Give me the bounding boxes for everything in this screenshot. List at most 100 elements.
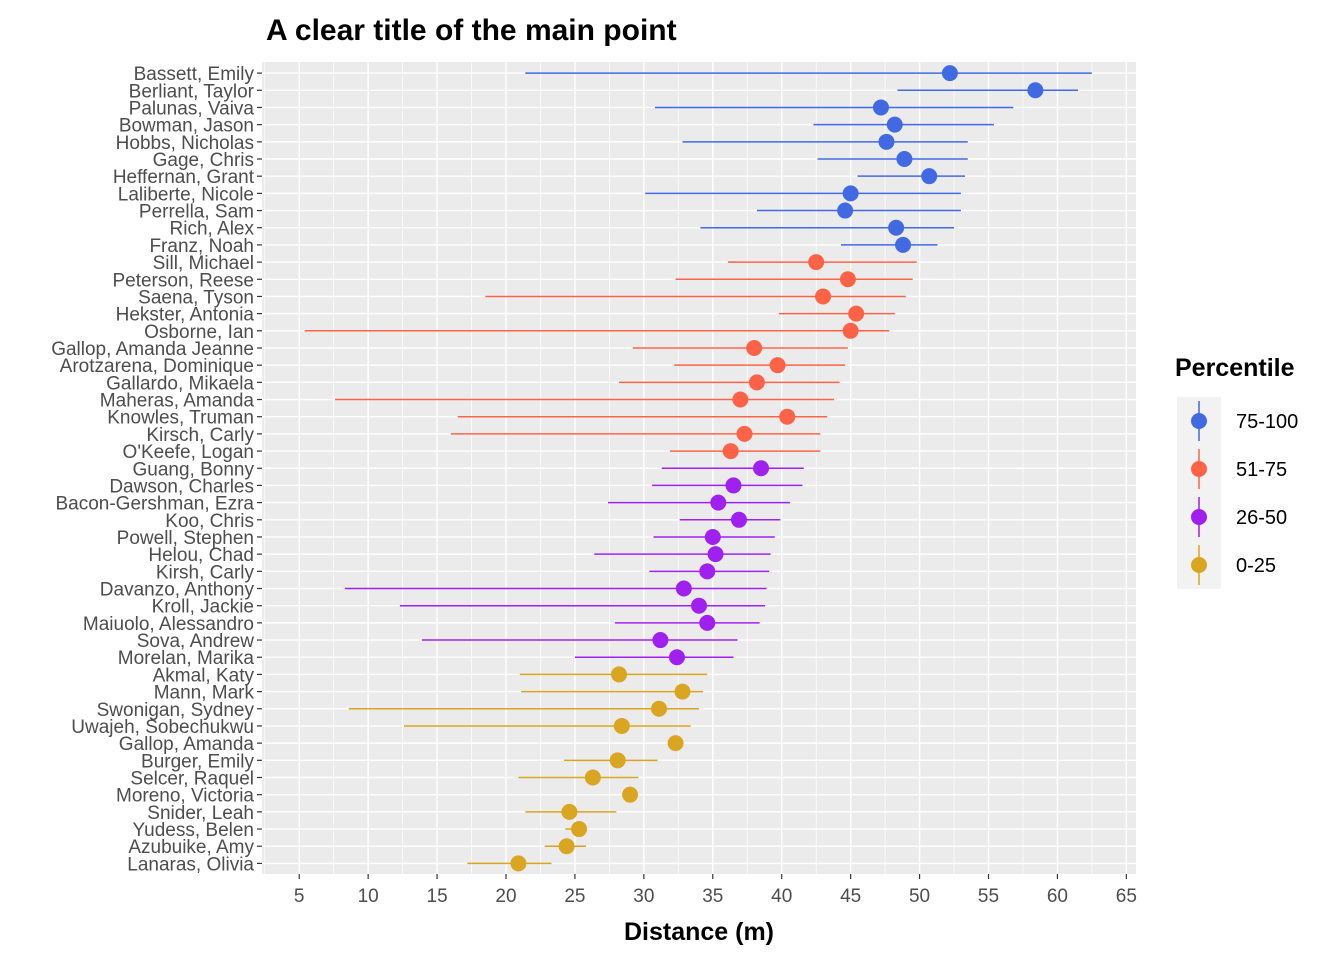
data-point bbox=[707, 546, 724, 563]
data-point bbox=[691, 597, 707, 614]
y-tick-label: Bassett, Emily bbox=[134, 64, 255, 85]
y-tick-label: Bacon-Gershman, Ezra bbox=[55, 494, 254, 515]
data-point bbox=[839, 271, 856, 288]
y-tick-label: Helou, Chad bbox=[148, 545, 254, 566]
data-point bbox=[769, 357, 786, 374]
x-tick-label: 45 bbox=[840, 886, 861, 907]
data-point bbox=[622, 786, 639, 803]
y-tick-label: Moreno, Victoria bbox=[116, 786, 254, 807]
legend: Percentile 75-100 51-75 26-50 0-25 bbox=[1175, 354, 1298, 589]
y-tick-label: Gage, Chris bbox=[153, 150, 254, 171]
data-point bbox=[730, 511, 747, 528]
data-point bbox=[704, 528, 721, 545]
y-tick-label: Hekster, Antonia bbox=[116, 305, 255, 326]
x-tick-label: 5 bbox=[294, 886, 305, 907]
data-point bbox=[837, 202, 854, 219]
data-point bbox=[888, 219, 905, 236]
data-point bbox=[561, 803, 578, 820]
data-point bbox=[722, 443, 739, 460]
y-tick-label: Berliant, Taylor bbox=[129, 81, 255, 102]
y-tick-label: Snider, Leah bbox=[147, 803, 254, 824]
y-tick-label: Burger, Emily bbox=[141, 751, 254, 772]
y-tick-label: Koo, Chris bbox=[165, 511, 254, 532]
data-point bbox=[896, 151, 913, 168]
data-point bbox=[675, 580, 692, 597]
y-tick-label: Perrella, Sam bbox=[139, 202, 254, 223]
data-point bbox=[652, 632, 669, 649]
y-tick-label: Palunas, Vaiva bbox=[129, 98, 255, 119]
legend-key-point bbox=[1191, 509, 1207, 525]
y-tick-label: Osborne, Ian bbox=[144, 322, 254, 343]
data-point bbox=[753, 460, 770, 477]
y-tick-label: Swonigan, Sydney bbox=[97, 700, 255, 721]
data-point bbox=[748, 374, 765, 391]
data-point bbox=[609, 752, 626, 769]
y-tick-label: Heffernan, Grant bbox=[113, 167, 255, 188]
y-tick-label: Powell, Stephen bbox=[117, 528, 254, 549]
legend-title: Percentile bbox=[1175, 354, 1295, 382]
y-tick-label: Kroll, Jackie bbox=[152, 597, 254, 618]
y-tick-label: Sova, Andrew bbox=[137, 631, 255, 652]
y-tick-label: Maiuolo, Alessandro bbox=[83, 614, 254, 635]
x-tick-label: 30 bbox=[633, 886, 654, 907]
y-tick-label: Laliberte, Nicole bbox=[118, 184, 254, 205]
y-tick-label: Akmal, Katy bbox=[153, 665, 255, 686]
data-point bbox=[674, 683, 691, 700]
y-tick-label: Mann, Mark bbox=[154, 683, 255, 704]
data-point bbox=[699, 614, 716, 631]
data-point bbox=[584, 769, 601, 786]
y-tick-label: Kirsch, Carly bbox=[146, 425, 254, 446]
y-tick-label: O'Keefe, Logan bbox=[123, 442, 254, 463]
data-point bbox=[842, 185, 859, 202]
data-point bbox=[651, 700, 668, 717]
legend-label: 51-75 bbox=[1236, 459, 1287, 481]
y-tick-label: Dawson, Charles bbox=[109, 476, 254, 497]
y-tick-label: Yudess, Belen bbox=[133, 820, 254, 841]
y-tick-label: Selcer, Raquel bbox=[130, 768, 254, 789]
legend-key-point bbox=[1191, 461, 1207, 477]
x-tick-label: 50 bbox=[909, 886, 930, 907]
y-tick-label: Bowman, Jason bbox=[119, 116, 254, 137]
y-tick-label: Gallop, Amanda Jeanne bbox=[51, 339, 254, 360]
x-tick-label: 65 bbox=[1116, 886, 1137, 907]
y-tick-label: Morelan, Marika bbox=[118, 648, 255, 669]
y-tick-label: Gallop, Amanda bbox=[119, 734, 255, 755]
data-point bbox=[746, 339, 763, 356]
data-point bbox=[872, 99, 889, 116]
data-point bbox=[921, 168, 938, 185]
y-tick-label: Lanaras, Olivia bbox=[127, 854, 254, 875]
x-tick-label: 60 bbox=[1047, 886, 1068, 907]
data-point bbox=[941, 65, 958, 82]
y-tick-label: Maheras, Amanda bbox=[100, 391, 255, 412]
data-point bbox=[878, 133, 895, 150]
data-point bbox=[732, 391, 749, 408]
x-tick-label: 15 bbox=[427, 886, 448, 907]
data-point bbox=[736, 425, 753, 442]
x-axis-ticks: 5 10 15 20 25 30 35 40 45 50 55 60 65 bbox=[294, 874, 1137, 907]
data-points bbox=[510, 65, 1044, 872]
y-tick-label: Rich, Alex bbox=[170, 219, 255, 240]
data-point bbox=[667, 735, 684, 752]
data-point bbox=[1027, 82, 1044, 99]
data-point bbox=[779, 408, 796, 425]
y-tick-label: Peterson, Reese bbox=[112, 270, 254, 291]
x-axis-title: Distance (m) bbox=[624, 918, 774, 946]
data-point bbox=[842, 322, 859, 339]
y-tick-label: Franz, Noah bbox=[149, 236, 254, 257]
legend-key-point bbox=[1191, 557, 1207, 573]
data-point bbox=[613, 717, 630, 734]
legend-key-point bbox=[1191, 413, 1207, 429]
data-point bbox=[668, 649, 685, 666]
data-point bbox=[725, 477, 742, 494]
legend-label: 0-25 bbox=[1236, 555, 1276, 577]
x-tick-label: 40 bbox=[771, 886, 792, 907]
data-point bbox=[886, 116, 903, 133]
data-point bbox=[808, 254, 825, 271]
y-tick-label: Kirsh, Carly bbox=[156, 562, 255, 583]
y-tick-label: Azubuike, Amy bbox=[128, 837, 254, 858]
legend-label: 26-50 bbox=[1236, 507, 1287, 529]
chart-title: A clear title of the main point bbox=[266, 14, 677, 47]
